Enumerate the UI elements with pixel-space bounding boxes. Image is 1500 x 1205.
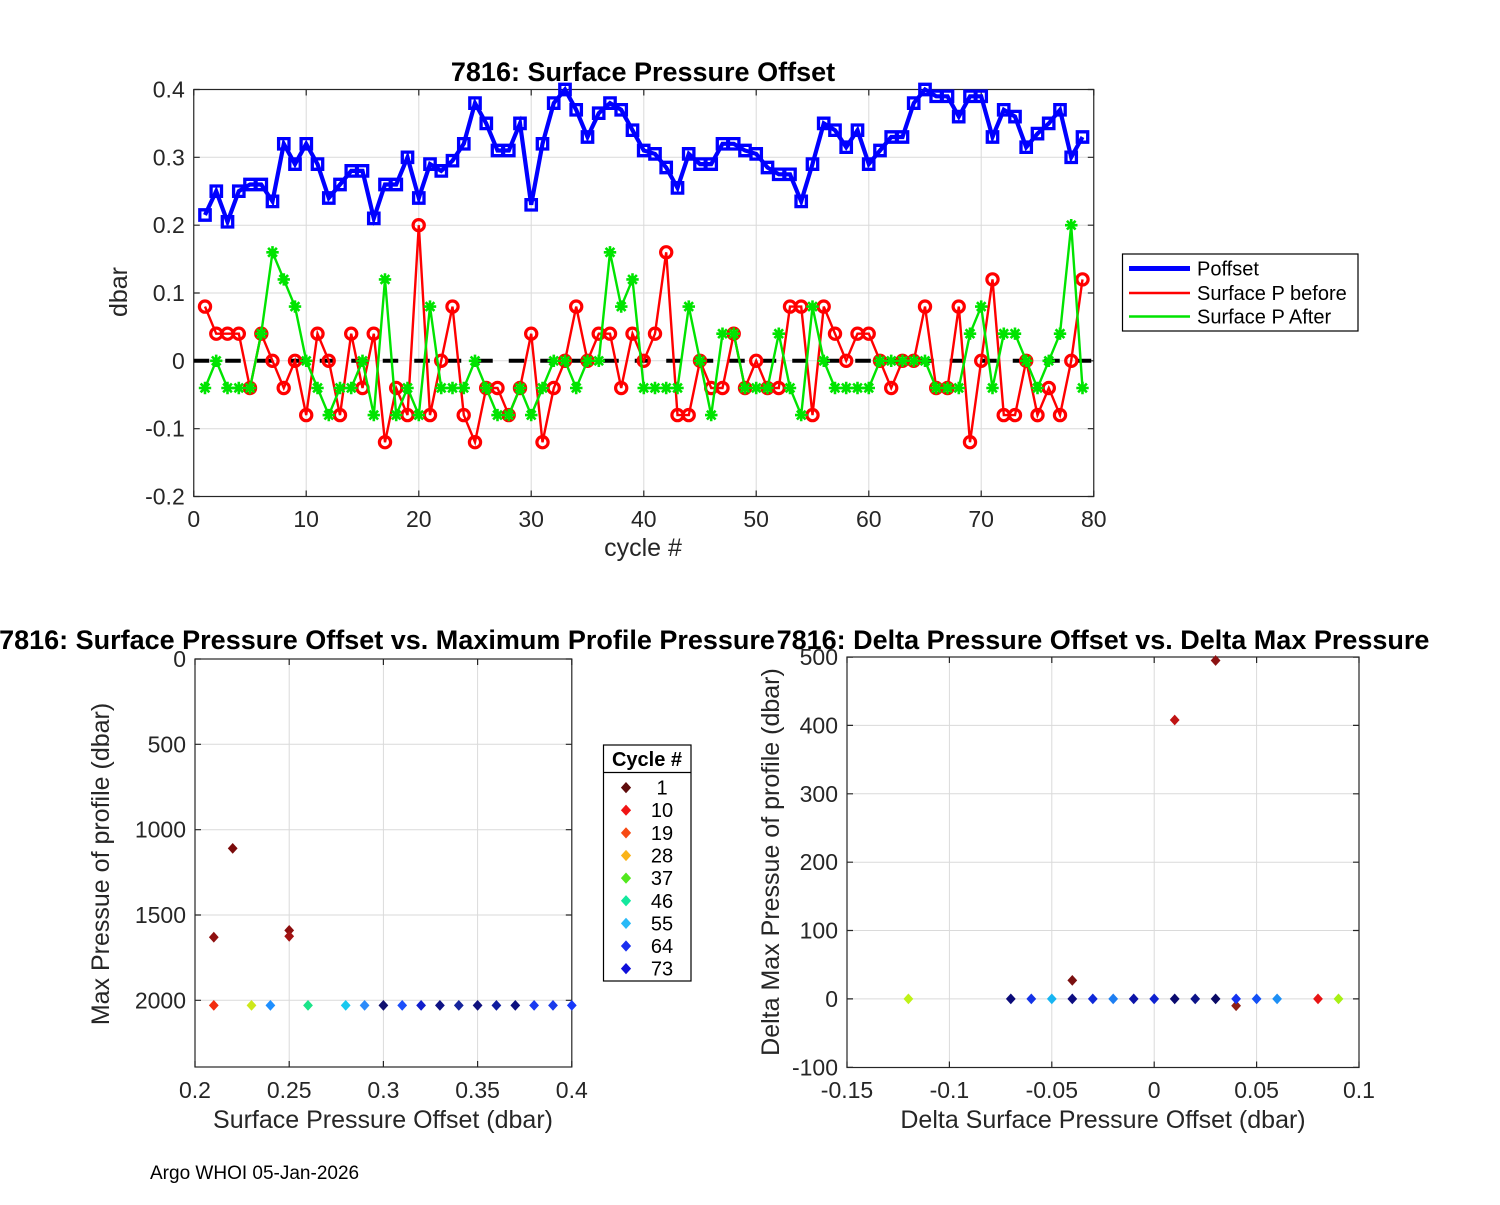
svg-text:1500: 1500: [135, 902, 186, 928]
svg-text:0.35: 0.35: [455, 1077, 500, 1103]
svg-text:Argo WHOI 05-Jan-2026: Argo WHOI 05-Jan-2026: [150, 1163, 359, 1184]
svg-text:400: 400: [800, 712, 838, 738]
svg-text:100: 100: [800, 918, 838, 944]
svg-text:64: 64: [651, 936, 673, 958]
svg-text:500: 500: [800, 644, 838, 670]
svg-text:0: 0: [1148, 1077, 1161, 1103]
svg-text:200: 200: [800, 849, 838, 875]
svg-text:-100: -100: [792, 1054, 838, 1080]
svg-text:1000: 1000: [135, 817, 186, 843]
svg-text:10: 10: [651, 800, 673, 822]
svg-text:50: 50: [743, 506, 769, 532]
svg-text:Surface P After: Surface P After: [1197, 307, 1331, 329]
svg-text:0: 0: [187, 506, 200, 532]
svg-text:30: 30: [518, 506, 544, 532]
svg-text:0.3: 0.3: [367, 1077, 399, 1103]
svg-text:73: 73: [651, 959, 673, 981]
svg-text:Max Pressue of profile (dbar): Max Pressue of profile (dbar): [87, 703, 115, 1025]
svg-text:0.2: 0.2: [153, 212, 185, 238]
svg-text:70: 70: [968, 506, 994, 532]
svg-text:55: 55: [651, 913, 673, 935]
svg-text:60: 60: [856, 506, 882, 532]
svg-text:1: 1: [656, 778, 667, 800]
svg-text:0.1: 0.1: [1343, 1077, 1375, 1103]
svg-text:46: 46: [651, 891, 673, 913]
svg-text:Delta Max Pressue of profile (: Delta Max Pressue of profile (dbar): [757, 668, 785, 1056]
svg-text:0.4: 0.4: [556, 1077, 588, 1103]
svg-text:0: 0: [172, 348, 185, 374]
svg-text:20: 20: [406, 506, 432, 532]
svg-text:7816: Surface Pressure Offset: 7816: Surface Pressure Offset: [451, 57, 835, 87]
svg-text:-0.2: -0.2: [145, 484, 185, 510]
svg-text:Surface P before: Surface P before: [1197, 283, 1347, 305]
svg-text:0: 0: [173, 646, 186, 672]
svg-text:Delta Surface Pressure Offset: Delta Surface Pressure Offset (dbar): [900, 1106, 1305, 1134]
svg-text:40: 40: [631, 506, 657, 532]
svg-text:300: 300: [800, 781, 838, 807]
svg-text:0.3: 0.3: [153, 144, 185, 170]
svg-text:Surface Pressure Offset (dbar): Surface Pressure Offset (dbar): [213, 1106, 553, 1134]
svg-text:19: 19: [651, 823, 673, 845]
svg-text:7816: Surface Pressure Offset: 7816: Surface Pressure Offset vs. Maximu…: [0, 625, 775, 655]
svg-text:28: 28: [651, 846, 673, 868]
svg-text:0.4: 0.4: [153, 77, 185, 103]
svg-text:Poffset: Poffset: [1197, 259, 1259, 281]
svg-text:-0.1: -0.1: [145, 416, 185, 442]
svg-text:-0.15: -0.15: [821, 1077, 873, 1103]
svg-text:Cycle #: Cycle #: [612, 749, 682, 771]
svg-text:-0.05: -0.05: [1026, 1077, 1078, 1103]
svg-text:-0.1: -0.1: [930, 1077, 970, 1103]
svg-text:0: 0: [825, 986, 838, 1012]
svg-text:0.05: 0.05: [1234, 1077, 1279, 1103]
svg-text:7816: Delta Pressure Offset vs: 7816: Delta Pressure Offset vs. Delta Ma…: [777, 625, 1430, 655]
svg-text:cycle #: cycle #: [604, 534, 682, 562]
svg-text:dbar: dbar: [105, 267, 133, 317]
svg-text:80: 80: [1081, 506, 1107, 532]
svg-text:0.2: 0.2: [179, 1077, 211, 1103]
svg-text:2000: 2000: [135, 987, 186, 1013]
svg-text:0.1: 0.1: [153, 280, 185, 306]
svg-text:500: 500: [148, 731, 186, 757]
svg-text:0.25: 0.25: [267, 1077, 312, 1103]
svg-text:37: 37: [651, 868, 673, 890]
svg-text:10: 10: [293, 506, 319, 532]
